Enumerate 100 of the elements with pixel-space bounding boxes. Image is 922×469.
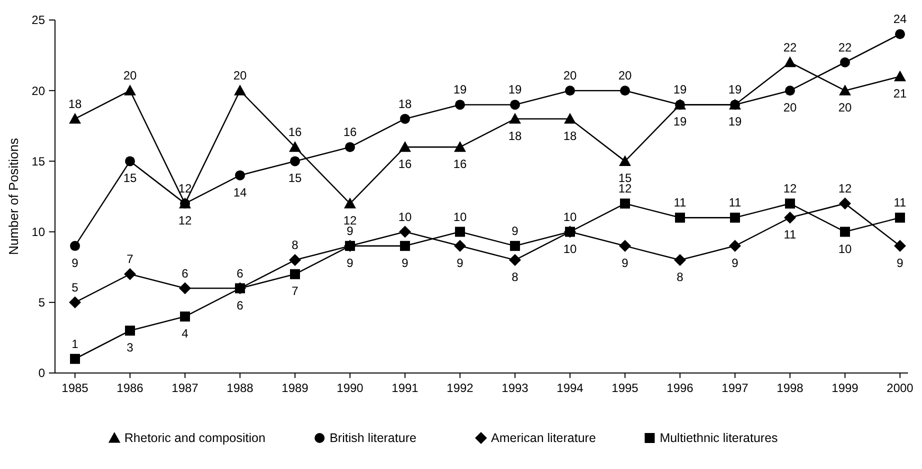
x-tick-label: 2000 xyxy=(886,381,914,395)
point xyxy=(565,226,575,237)
data-label: 24 xyxy=(893,12,907,26)
data-label: 12 xyxy=(783,182,797,196)
point xyxy=(399,141,411,152)
data-label: 20 xyxy=(563,68,577,83)
point xyxy=(290,156,300,166)
data-label: 19 xyxy=(673,114,687,129)
point xyxy=(510,240,520,251)
data-label: 20 xyxy=(233,68,247,83)
y-tick-label: 15 xyxy=(32,154,46,168)
data-label: 8 xyxy=(512,270,519,284)
point xyxy=(455,226,465,237)
point xyxy=(234,84,246,96)
data-label: 19 xyxy=(728,82,742,97)
x-tick-label: 1986 xyxy=(116,381,144,395)
data-label: 22 xyxy=(783,40,797,54)
data-label: 9 xyxy=(622,256,629,270)
point xyxy=(510,100,520,110)
point xyxy=(620,86,630,96)
point xyxy=(345,142,355,152)
data-label: 5 xyxy=(72,280,79,294)
point xyxy=(564,112,576,124)
legend-label: American literature xyxy=(491,431,596,445)
legend-label: Multiethnic literatures xyxy=(660,431,778,445)
point xyxy=(894,240,906,252)
data-label: 19 xyxy=(508,82,522,97)
data-label: 11 xyxy=(784,228,797,242)
data-label: 12 xyxy=(178,214,192,228)
x-tick-label: 1996 xyxy=(666,381,694,395)
y-tick-label: 5 xyxy=(38,296,46,310)
point xyxy=(125,326,135,336)
data-label: 19 xyxy=(673,82,687,97)
data-label: 9 xyxy=(896,256,904,270)
x-tick-label: 1994 xyxy=(556,381,584,395)
data-label: 10 xyxy=(398,210,412,224)
data-label: 16 xyxy=(453,157,467,172)
data-label: 3 xyxy=(126,340,134,355)
data-label: 9 xyxy=(346,256,354,270)
data-label: 10 xyxy=(563,210,577,224)
point xyxy=(400,114,410,124)
point xyxy=(455,100,465,110)
y-tick-label: 10 xyxy=(32,225,46,239)
data-label: 21 xyxy=(893,86,907,100)
point xyxy=(289,254,301,266)
x-tick-label: 1987 xyxy=(172,381,199,395)
data-label: 9 xyxy=(72,256,79,270)
point xyxy=(784,56,796,68)
point xyxy=(619,155,631,166)
x-tick-label: 1985 xyxy=(62,381,89,395)
data-label: 9 xyxy=(732,256,739,270)
x-tick-label: 1991 xyxy=(392,381,419,395)
x-tick-label: 1995 xyxy=(612,381,639,395)
data-label: 8 xyxy=(676,270,684,284)
data-label: 6 xyxy=(182,266,189,280)
data-label: 16 xyxy=(398,157,412,172)
point xyxy=(399,226,411,238)
data-label: 19 xyxy=(453,82,467,97)
point xyxy=(674,254,686,266)
point xyxy=(344,198,356,208)
data-label: 22 xyxy=(838,40,852,54)
point xyxy=(894,70,906,82)
data-label: 18 xyxy=(68,96,82,111)
x-tick-label: 1997 xyxy=(722,381,749,395)
data-label: 7 xyxy=(292,284,299,298)
point xyxy=(840,57,850,68)
point xyxy=(565,86,575,96)
data-label: 15 xyxy=(123,171,137,186)
data-label: 7 xyxy=(126,252,134,266)
data-label: 18 xyxy=(508,128,522,143)
point xyxy=(180,312,190,322)
data-label: 4 xyxy=(182,326,189,341)
point xyxy=(400,240,410,251)
data-label: 12 xyxy=(838,182,852,196)
x-tick-label: 1998 xyxy=(776,381,804,395)
point xyxy=(125,156,135,166)
point xyxy=(454,240,466,252)
data-label: 9 xyxy=(402,256,409,270)
data-label: 18 xyxy=(563,128,577,143)
data-label: 6 xyxy=(236,266,244,280)
point xyxy=(785,86,795,96)
data-label: 16 xyxy=(288,125,302,140)
y-tick-label: 25 xyxy=(32,13,46,28)
data-label: 14 xyxy=(233,185,247,200)
point xyxy=(895,29,905,40)
point xyxy=(69,296,81,308)
y-axis-title: Number of Positions xyxy=(6,137,21,256)
point xyxy=(730,212,740,223)
point xyxy=(839,84,851,96)
point xyxy=(839,198,851,210)
x-tick-label: 1993 xyxy=(502,381,529,395)
data-label: 20 xyxy=(783,100,797,115)
point xyxy=(895,212,905,223)
point xyxy=(235,170,245,180)
x-tick-label: 1992 xyxy=(446,381,474,395)
point xyxy=(289,141,301,152)
point xyxy=(290,269,300,280)
data-label: 11 xyxy=(894,196,907,210)
data-label: 20 xyxy=(123,68,137,83)
data-label: 20 xyxy=(618,68,632,83)
